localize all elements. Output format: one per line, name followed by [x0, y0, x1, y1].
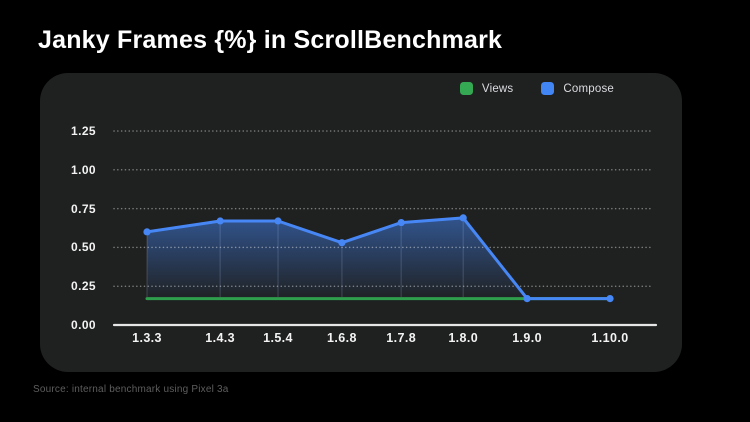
compose-data-point [338, 239, 346, 247]
legend-item-compose: Compose [541, 82, 614, 95]
chart-legend: Views Compose [459, 82, 614, 95]
legend-item-views: Views [459, 82, 514, 95]
compose-data-point [216, 217, 224, 225]
x-tick-label: 1.10.0 [591, 331, 629, 345]
compose-area-fill [147, 217, 610, 325]
y-tick-label: 1.25 [71, 124, 96, 138]
compose-data-point [523, 295, 531, 303]
legend-swatch-compose-icon [541, 82, 555, 95]
legend-label-views: Views [481, 82, 514, 95]
x-tick-label: 1.4.3 [205, 331, 236, 345]
legend-swatch-views-icon [459, 82, 473, 95]
y-tick-label: 1.00 [71, 162, 96, 177]
x-tick-label: 1.7.8 [386, 331, 417, 345]
source-note: Source: internal benchmark using Pixel 3… [33, 384, 229, 395]
compose-data-point [143, 228, 151, 236]
x-tick-label: 1.6.8 [327, 331, 357, 345]
compose-data-point [606, 295, 614, 303]
compose-data-point [274, 217, 282, 225]
y-tick-label: 0.75 [71, 201, 96, 216]
line-chart: 0.00 0.25 0.50 0.75 1.00 1.25 1.3.3 1.4.3 1.5.4 1… [40, 73, 682, 372]
page-title: Janky Frames {%} in ScrollBenchmark [38, 26, 503, 54]
chart-svg [112, 130, 658, 327]
x-tick-label: 1.3.3 [132, 331, 162, 345]
compose-series-line [145, 216, 612, 301]
y-tick-label: 0.50 [71, 240, 96, 255]
compose-data-point [459, 214, 467, 222]
chart-panel: Views Compose 0.00 0.25 0.50 0.75 1.00 1.25 1.… [40, 73, 682, 372]
legend-label-compose: Compose [563, 82, 614, 95]
compose-data-point [397, 219, 405, 227]
y-tick-label: 0.00 [71, 318, 96, 332]
x-tick-label: 1.5.4 [263, 331, 293, 345]
x-tick-label: 1.9.0 [512, 331, 543, 345]
y-tick-label: 0.25 [71, 279, 96, 294]
x-tick-label: 1.8.0 [448, 331, 479, 345]
